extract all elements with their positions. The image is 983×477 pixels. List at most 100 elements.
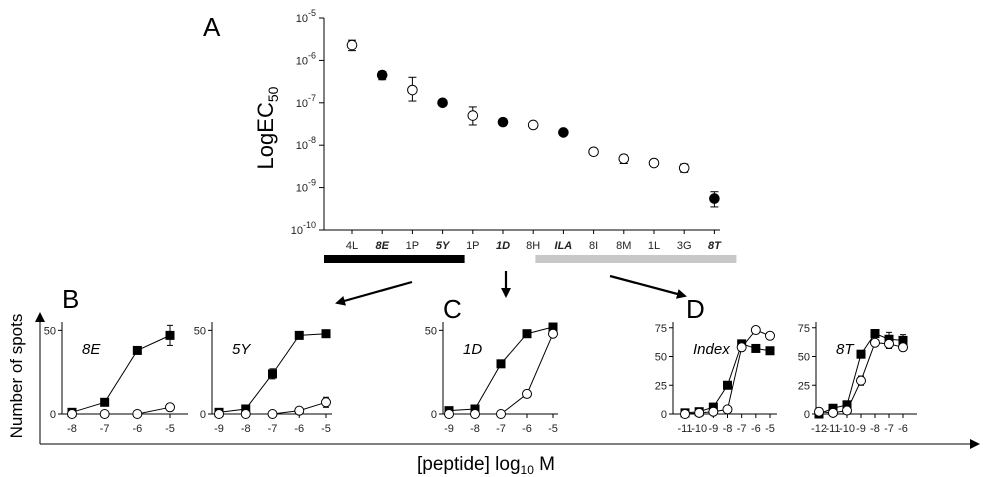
panel-a-ytick-label: 10-8 <box>296 135 316 152</box>
panel-c-point-circle <box>470 409 480 419</box>
panel-c-xtick-label: -8 <box>470 423 480 435</box>
panel-c-point-circle <box>496 409 506 419</box>
panel-d2-xtick-label: -8 <box>870 423 880 435</box>
panel-d1-xtick-label: -11 <box>677 423 692 435</box>
panel-c-point-square <box>470 404 480 414</box>
panel-a-point <box>588 146 599 158</box>
panel-a-xtick-label: 8H <box>526 240 540 252</box>
outer-ylabel: Number of spots <box>7 314 26 439</box>
panel-d2-point-square <box>856 349 866 359</box>
panel-b1-series-line <box>71 334 171 413</box>
panel-d1-point-circle <box>765 330 775 341</box>
panel-a-point <box>497 116 509 128</box>
panel-d1-point-circle <box>736 342 747 353</box>
panel-b1-xtick-label: -5 <box>165 423 175 435</box>
panel-b1-xtick-label: -6 <box>132 423 142 435</box>
panel-b1-title: 8E <box>82 341 101 358</box>
panel-a-ytick-label: 10-9 <box>296 178 316 195</box>
panel-d1-point-square <box>765 346 775 356</box>
panel-b2-xtick-label: -9 <box>214 423 224 435</box>
panel-d2-xtick-label: -10 <box>839 423 855 435</box>
panel-a-ytick-label: 10-7 <box>296 93 316 110</box>
panel-b2-point-square <box>294 330 304 340</box>
panel-d2-ytick-label: 0 <box>804 409 810 421</box>
panel-a-point <box>467 110 479 121</box>
panel-d2-ytick-label: 50 <box>798 352 810 364</box>
panel-a-group-bar <box>535 255 737 263</box>
panel-d2-point-circle <box>814 406 824 417</box>
panel-a-xtick-label: 1L <box>648 240 660 252</box>
panel-c-xtick-label: -9 <box>444 423 454 435</box>
panel-d1-xtick-label: -5 <box>765 423 775 435</box>
panel-c-point-circle <box>548 328 558 339</box>
panel-d2-point-circle <box>870 337 880 348</box>
panel-d2-point-circle <box>842 405 852 416</box>
panel-b2-xtick-label: -6 <box>294 423 304 435</box>
panel-b2-point-circle <box>214 409 224 419</box>
panel-d2-ytick-label: 75 <box>798 323 810 335</box>
panel-b2-point-square <box>268 369 277 379</box>
panel-a-point <box>709 193 720 204</box>
panel-d1-point-square <box>751 343 761 353</box>
panel-d1-point-circle <box>708 406 719 417</box>
panel-d-letter: D <box>686 294 705 324</box>
panel-b1-point-circle <box>132 409 143 419</box>
panel-a-xtick-label: ILA <box>555 240 573 252</box>
panel-a-xtick-label: 8T <box>708 240 722 252</box>
panel-b2-ytick-label: 50 <box>194 325 206 337</box>
panel-d1-xtick-label: -8 <box>723 423 733 435</box>
panel-a-point <box>558 127 569 138</box>
panel-d2-point-square <box>898 335 908 345</box>
panel-d1-title: Index <box>693 341 730 358</box>
panel-b2-xtick-label: -7 <box>268 423 278 435</box>
panel-a-xtick-label: 4L <box>346 240 358 252</box>
panel-a-ytick-label: 10-10 <box>291 220 316 237</box>
panel-b2-point-square <box>241 404 251 414</box>
panel-a-point <box>437 97 448 109</box>
panel-a-point <box>527 119 539 131</box>
panel-a-xtick-label: 8I <box>589 240 598 252</box>
panel-b2-point-circle <box>267 409 278 419</box>
panel-d2-point-circle <box>828 407 838 418</box>
panel-d1-xtick-label: -7 <box>737 423 747 435</box>
panel-b-letter: B <box>62 284 79 314</box>
panel-b1-series-line <box>72 406 171 415</box>
panel-d2-point-circle <box>884 338 894 349</box>
panel-b1-point-circle <box>67 409 77 419</box>
panel-b2-point-circle <box>294 405 305 416</box>
panel-d2-xtick-label: -12 <box>811 423 827 435</box>
panel-a-ytick-label: 10-6 <box>296 50 316 67</box>
panel-b1-xtick-label: -8 <box>67 423 77 435</box>
panel-d1-point-circle <box>722 404 733 415</box>
panel-c-point-circle <box>522 388 532 399</box>
panel-d1-point-circle <box>694 407 705 418</box>
panel-a-xtick-label: 8E <box>375 240 389 252</box>
arrow-to-d <box>609 274 687 299</box>
panel-d2-point-square <box>870 329 880 338</box>
panel-c-letter: C <box>443 294 462 324</box>
panel-b1-point-square <box>100 397 110 407</box>
panel-d2-xtick-label: -9 <box>856 423 866 435</box>
panel-d1-point-circle <box>750 325 761 336</box>
panel-a-point <box>346 39 358 51</box>
panel-d2-ytick-label: 25 <box>798 380 810 392</box>
panel-d2-point-circle <box>898 342 908 353</box>
panel-a-group-bar <box>324 255 465 263</box>
panel-b1-xtick-label: -7 <box>100 423 110 435</box>
panel-a-point <box>407 84 418 96</box>
panel-b2-title: 5Y <box>232 341 251 358</box>
panel-c-xtick-label: -6 <box>522 423 532 435</box>
panel-b2-ytick-label: 0 <box>200 409 206 421</box>
panel-a-point <box>376 69 388 81</box>
panel-a-xtick-label: 1D <box>496 240 510 252</box>
panel-d1-ytick-label: 25 <box>655 380 667 392</box>
panel-a-ytick-label: 10-5 <box>296 8 316 25</box>
panel-b2-point-square <box>321 329 331 339</box>
panel-b1-point-circle <box>165 402 175 413</box>
panel-c-xtick-label: -7 <box>496 423 506 435</box>
panel-a-xtick-label: 1P <box>406 240 419 252</box>
panel-a-xtick-label: 5Y <box>436 240 451 252</box>
panel-a-point <box>648 157 660 169</box>
panel-a-point <box>678 162 690 174</box>
